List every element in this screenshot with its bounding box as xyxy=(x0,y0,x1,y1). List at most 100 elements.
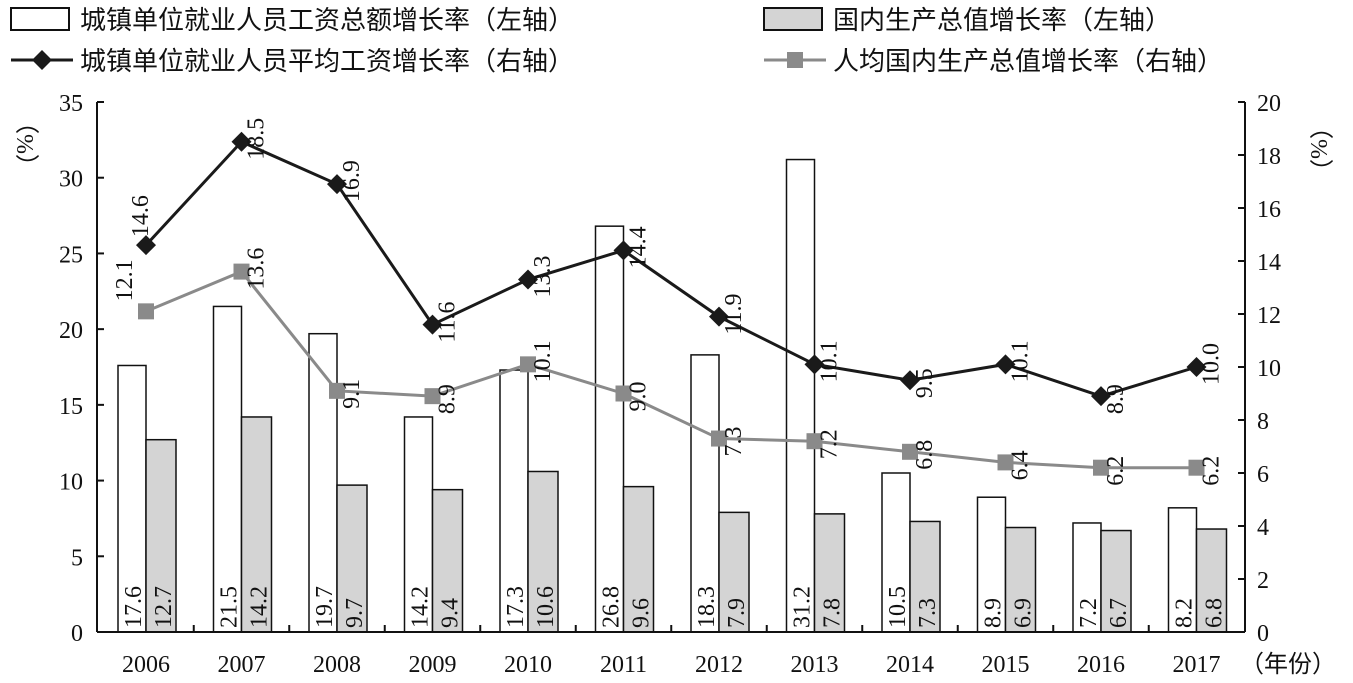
bar-label-wage-total: 8.9 xyxy=(981,598,1007,628)
line-label-gdp-per-capita: 10.1 xyxy=(530,340,556,382)
right-axis-label: （%） xyxy=(1305,115,1333,183)
bar-label-wage-total: 26.8 xyxy=(599,586,625,628)
left-tick-label: 10 xyxy=(59,470,83,496)
bar-label-wage-total: 10.5 xyxy=(885,586,911,628)
diamond-marker xyxy=(804,354,825,375)
bar-label-wage-total: 14.2 xyxy=(408,586,434,628)
legend: 城镇单位就业人员工资总额增长率（左轴） 国内生产总值增长率（左轴） 城镇单位就业人员… xyxy=(10,6,1223,76)
diamond-marker xyxy=(709,306,729,327)
legend-swatch-gdp xyxy=(763,7,823,31)
bar-label-gdp: 7.8 xyxy=(820,598,846,628)
bar-label-wage-total: 17.3 xyxy=(503,586,529,628)
line-label-gdp-per-capita: 9.0 xyxy=(626,382,652,412)
bar-label-wage-total: 7.2 xyxy=(1076,598,1102,628)
legend-square-icon xyxy=(787,52,803,68)
bar-gdp xyxy=(336,484,368,633)
line-label-gdp-per-capita: 6.4 xyxy=(1008,450,1034,480)
line-label-avg-wage: 18.5 xyxy=(244,118,270,160)
line-label-avg-wage: 10.0 xyxy=(1199,343,1225,385)
right-tick-label: 10 xyxy=(1257,356,1281,382)
diamond-marker xyxy=(422,314,443,335)
right-tick-label: 0 xyxy=(1257,621,1269,647)
x-tick-label: 2007 xyxy=(218,652,266,678)
x-tick-label: 2017 xyxy=(1173,652,1221,678)
x-tick-label: 2016 xyxy=(1077,652,1125,678)
x-tick-label: 2012 xyxy=(695,652,743,678)
left-tick-label: 15 xyxy=(59,394,83,420)
diamond-marker xyxy=(327,174,347,195)
square-marker xyxy=(711,430,727,447)
line-label-gdp-per-capita: 13.6 xyxy=(244,248,270,290)
bar-wage-total xyxy=(690,354,720,633)
line-label-avg-wage: 9.5 xyxy=(912,368,938,398)
legend-diamond-icon xyxy=(32,50,52,70)
legend-label-avg-wage: 城镇单位就业人员平均工资增长率（右轴） xyxy=(80,47,574,76)
legend-label-wage-total: 城镇单位就业人员工资总额增长率（左轴） xyxy=(80,6,574,35)
line-label-avg-wage: 11.9 xyxy=(721,294,747,335)
bar-label-gdp: 9.4 xyxy=(438,598,464,628)
line-label-gdp-per-capita: 9.1 xyxy=(339,379,365,409)
line-label-avg-wage: 11.6 xyxy=(435,301,461,342)
lines xyxy=(136,131,1207,476)
bar-gdp xyxy=(145,438,177,633)
line-label-gdp-per-capita: 8.9 xyxy=(435,384,461,414)
left-axis-label: （%） xyxy=(11,110,39,178)
bar-label-wage-total: 19.7 xyxy=(312,586,338,628)
left-tick-label: 5 xyxy=(71,545,83,571)
bar-label-gdp: 12.7 xyxy=(151,586,177,628)
bar-gdp xyxy=(813,513,846,633)
right-tick-label: 6 xyxy=(1257,462,1269,488)
bar-label-gdp: 6.7 xyxy=(1106,598,1132,628)
line-label-gdp-per-capita: 6.2 xyxy=(1199,456,1225,486)
bar-label-gdp: 9.6 xyxy=(629,598,655,628)
line-gdp-per-capita xyxy=(145,269,1197,470)
right-tick-label: 14 xyxy=(1257,250,1281,276)
line-label-avg-wage: 14.4 xyxy=(626,226,652,268)
bar-label-wage-total: 18.3 xyxy=(694,586,720,628)
bar-label-wage-total: 31.2 xyxy=(790,586,816,628)
left-tick-label: 0 xyxy=(71,621,83,647)
bar-gdp xyxy=(1004,526,1037,633)
square-marker xyxy=(520,356,536,373)
bar-wage-total xyxy=(881,472,911,633)
right-tick-label: 12 xyxy=(1257,303,1281,329)
bar-wage-total xyxy=(308,332,338,633)
line-label-gdp-per-capita: 6.8 xyxy=(912,440,938,470)
legend-swatch-wage-total xyxy=(10,7,70,31)
line-label-gdp-per-capita: 7.3 xyxy=(721,427,747,457)
square-marker xyxy=(806,433,823,450)
left-tick-label: 20 xyxy=(59,318,83,344)
x-tick-label: 2009 xyxy=(409,652,457,678)
right-tick-label: 16 xyxy=(1257,197,1281,223)
bar-wage-total xyxy=(785,158,816,633)
line-label-gdp-per-capita: 12.1 xyxy=(112,259,138,301)
diamond-marker xyxy=(136,235,156,256)
x-tick-label: 2011 xyxy=(600,652,647,678)
line-avg-wage xyxy=(144,139,1197,398)
data-labels: 17.6 12.7 21.5 14.2 19.7 9.7 14.2 9.4 17.3 10.6 26… xyxy=(112,118,1228,628)
left-tick-label: 25 xyxy=(59,242,83,268)
x-tick-label: 2008 xyxy=(313,652,361,678)
bar-gdp xyxy=(909,520,941,633)
diamond-marker xyxy=(995,354,1016,375)
bar-label-gdp: 7.9 xyxy=(724,598,750,628)
right-tick-label: 8 xyxy=(1257,409,1269,435)
square-marker xyxy=(233,263,250,280)
right-tick-label: 20 xyxy=(1257,91,1281,117)
axes: 2006 2007 2008 2009 2010 2011 2012 2013 2014 2015… xyxy=(11,91,1336,678)
diamond-marker xyxy=(613,240,634,261)
bar-wage-total xyxy=(403,416,434,633)
x-axis-label: （年份） xyxy=(1240,651,1336,678)
left-tick-label: 35 xyxy=(59,91,83,117)
bar-label-wage-total: 21.5 xyxy=(217,586,243,628)
bar-label-gdp: 6.9 xyxy=(1011,598,1037,628)
x-tick-label: 2013 xyxy=(791,652,839,678)
bar-label-gdp: 10.6 xyxy=(533,586,559,628)
right-tick-label: 2 xyxy=(1257,568,1269,594)
bar-label-wage-total: 8.2 xyxy=(1172,598,1198,628)
line-label-avg-wage: 8.9 xyxy=(1103,384,1129,414)
diamond-marker xyxy=(1186,357,1207,377)
x-tick-label: 2014 xyxy=(886,652,934,678)
bar-gdp xyxy=(1195,528,1228,633)
